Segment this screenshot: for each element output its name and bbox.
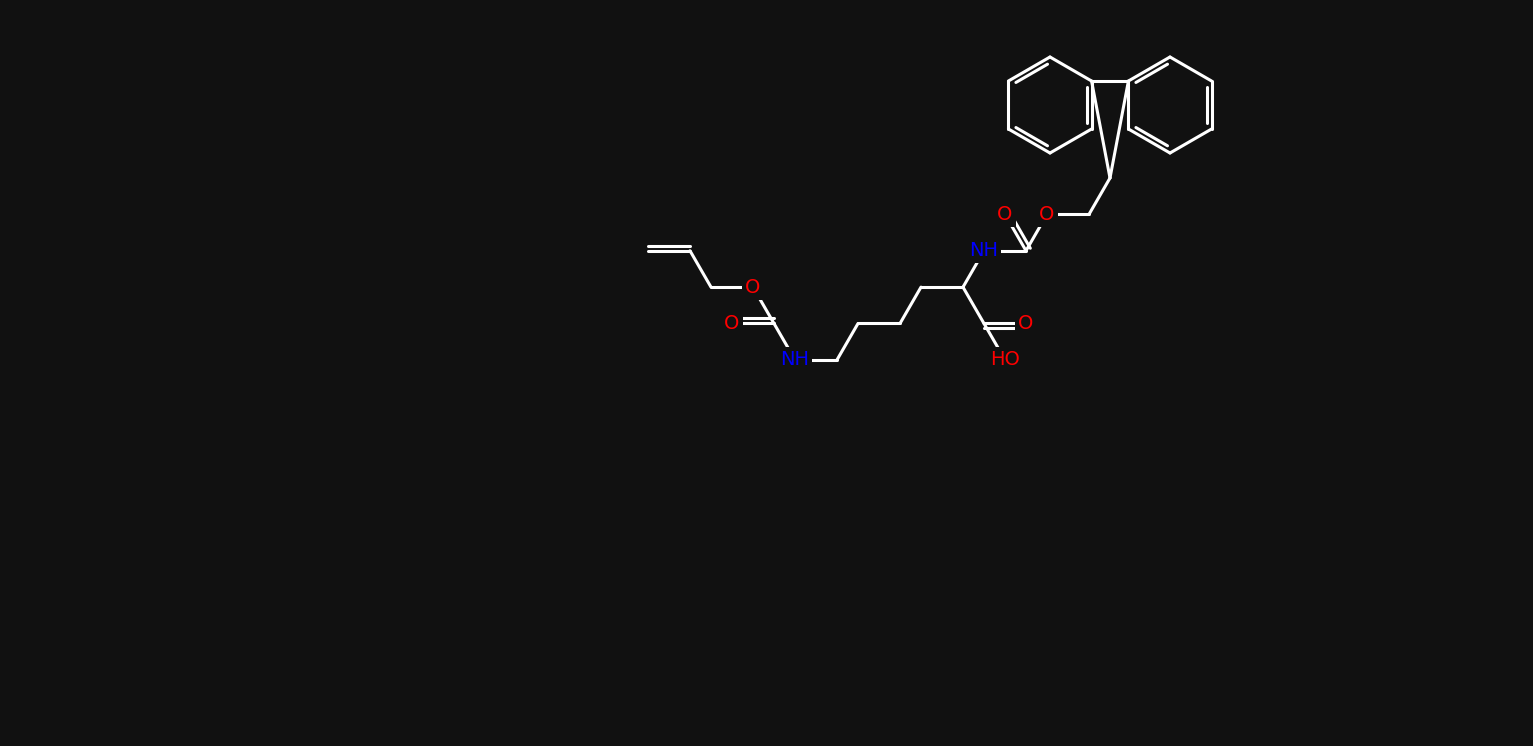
- Text: O: O: [1018, 314, 1033, 333]
- Text: NH: NH: [969, 241, 998, 260]
- Text: O: O: [1039, 205, 1055, 224]
- Text: HO: HO: [990, 351, 1019, 369]
- Text: O: O: [745, 278, 760, 297]
- Text: NH: NH: [780, 351, 809, 369]
- Text: O: O: [998, 205, 1013, 224]
- Text: O: O: [724, 314, 740, 333]
